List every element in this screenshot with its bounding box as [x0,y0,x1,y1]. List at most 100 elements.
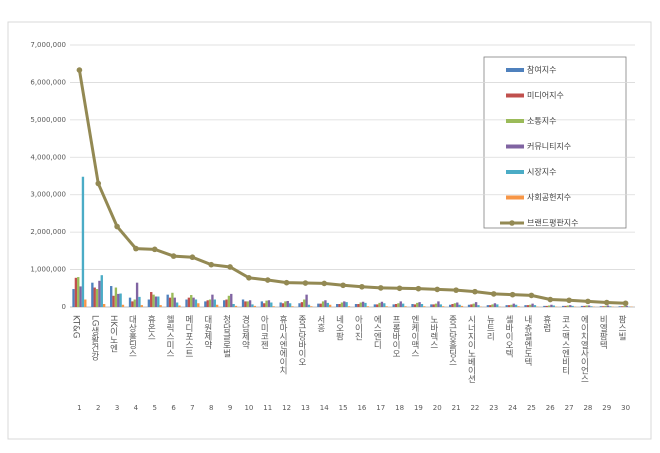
bar [171,293,173,307]
bar [254,306,256,307]
x-tick-label: 청담글로벌 [221,315,231,358]
bar [383,303,385,307]
bar [301,302,303,307]
line-marker [566,297,572,303]
rank-label: 27 [565,404,574,412]
bar [310,306,312,307]
bar [232,304,234,307]
rank-label: 11 [263,404,272,412]
bar [437,301,439,307]
bar [562,306,564,307]
rank-label: 16 [357,404,366,412]
bar [167,295,169,307]
rank-label: 25 [527,404,536,412]
legend-label: 브랜드평판지수 [527,218,579,228]
bar [569,305,571,307]
bar [185,300,187,307]
x-tick-label: 내츄럴엔도텍 [522,315,532,367]
bar [602,306,604,307]
bar [228,296,230,307]
bar [204,301,206,307]
bar [458,305,460,307]
bar [336,304,338,307]
bar [291,306,293,307]
line-marker [359,284,365,290]
bar [590,306,592,307]
bar [442,306,444,307]
bar [583,306,585,307]
bar [150,292,152,307]
bar [496,304,498,307]
bar [454,303,456,307]
bar [517,306,519,307]
bar [468,305,470,307]
bar [298,303,300,307]
x-tick-label: 팜스빌 [617,314,627,340]
bar [489,305,491,307]
x-tick-label: 셀바이오텍 [504,314,514,358]
bar [586,306,588,307]
bar [176,303,178,307]
rank-label: 5 [153,404,157,412]
bar [84,300,86,307]
bar [305,295,307,307]
bar [506,305,508,307]
x-tick-label: 노바렉스 [428,315,438,349]
x-tick-label: 에이치엘사이언스 [579,315,589,383]
bar [362,302,364,307]
y-tick-label: 0 [62,303,66,311]
rank-label: 20 [433,404,442,412]
bar [216,305,218,307]
bar [96,289,98,307]
x-tick-label: 에스엔디 [372,315,382,350]
bar [320,304,322,307]
rank-label: 30 [621,404,630,412]
bar [527,305,529,307]
bar [553,306,555,307]
bar [364,303,366,307]
rank-label: 26 [546,404,555,412]
line-marker [133,246,139,252]
y-tick-label: 1,000,000 [30,266,66,274]
bar [550,305,552,307]
bar [381,302,383,307]
bar [322,301,324,307]
bar [115,288,117,307]
bar [491,304,493,307]
legend-label: 참여지수 [527,65,556,75]
x-tick-label: 휴온스 [146,315,156,341]
line-marker [416,286,422,292]
line-marker [434,287,440,293]
rank-label: 12 [282,404,291,412]
bar [329,305,331,307]
bar [270,303,272,307]
legend-label: 커뮤니티지수 [527,141,571,151]
rank-label: 29 [602,404,611,412]
bar [230,294,232,307]
bar [134,300,136,307]
x-tick-label: 서흥 [315,315,325,332]
bar [433,304,435,307]
bar [374,304,376,307]
bar [169,298,171,307]
bar [416,303,418,307]
rank-label: 22 [470,404,479,412]
bar [195,300,197,307]
line-marker [303,280,309,286]
bar [513,304,515,307]
rank-label: 7 [190,404,194,412]
bar [423,306,425,307]
bar [385,306,387,307]
bar [308,305,310,307]
bar [571,306,573,307]
bar [263,303,265,307]
bar [235,306,237,307]
x-tick-label: 프롬바이오 [391,315,401,358]
bar [214,300,216,307]
rank-label: 2 [96,404,100,412]
line-marker [321,281,327,287]
bar [112,296,114,307]
bar [473,304,475,307]
line-marker [265,277,271,283]
x-tick-label: LG생활건강 [89,315,99,360]
